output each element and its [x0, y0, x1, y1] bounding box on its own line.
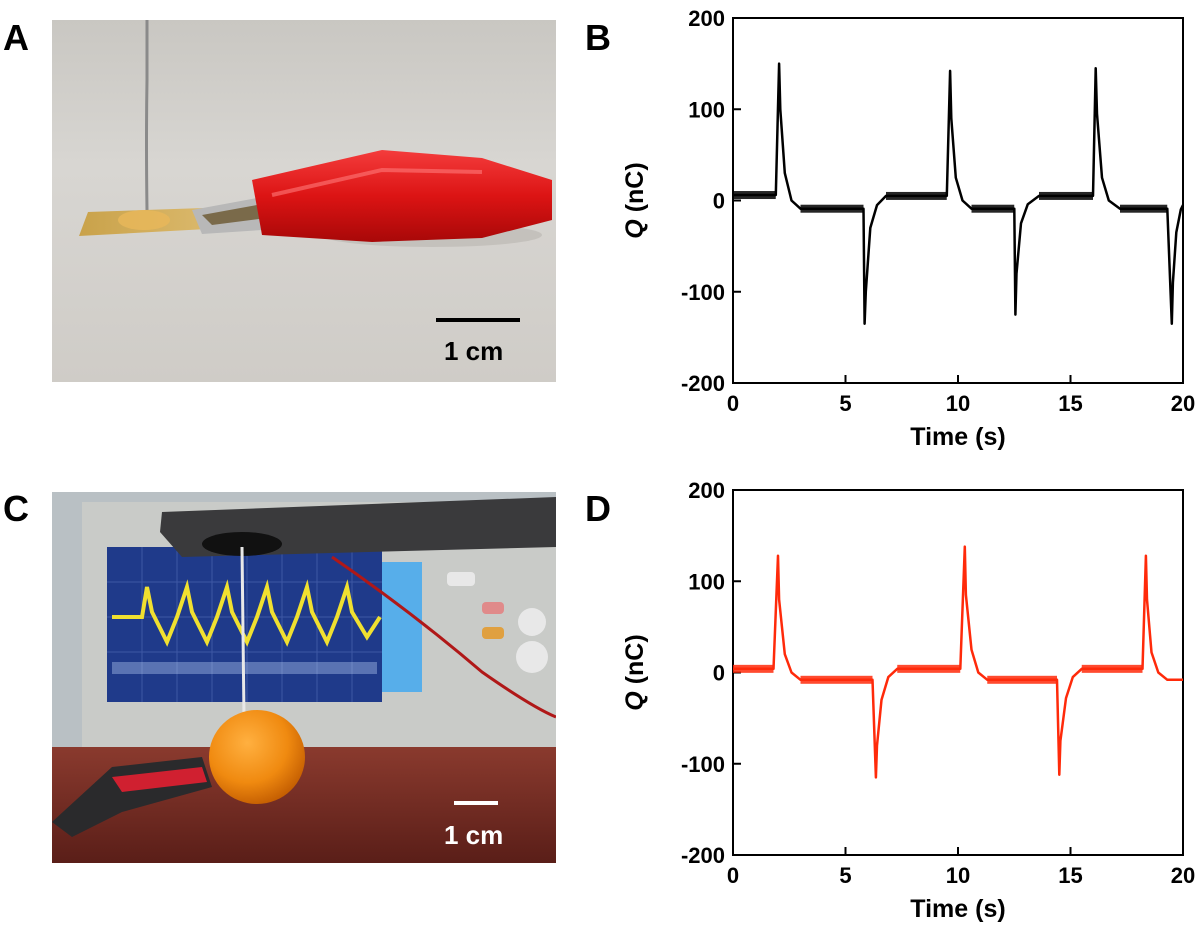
scale-label-c: 1 cm: [444, 820, 503, 850]
y-tick-label: 0: [713, 189, 725, 214]
y-tick-label: -100: [681, 752, 725, 777]
panel-label-d: D: [585, 488, 611, 529]
x-tick-label: 10: [946, 391, 970, 416]
x-tick-label: 15: [1058, 391, 1082, 416]
chart-b: 0 5 10 15 20 200 100 0 -100 -200 Time (s) Q (nC): [621, 6, 1195, 451]
x-tick-label: 20: [1171, 391, 1195, 416]
photo-orange-oscilloscope: 1 cm: [52, 492, 556, 863]
y-tick-label: 100: [688, 97, 725, 122]
y-axis-title: Q (nC): [621, 162, 649, 238]
y-tick-label: 100: [688, 569, 725, 594]
x-tick-label: 0: [727, 391, 739, 416]
plot-frame: [732, 17, 1184, 384]
y-tick-label: 200: [688, 478, 725, 503]
x-tick-label: 10: [946, 863, 970, 888]
series-noise: [733, 664, 1143, 684]
panel-label-c: C: [3, 488, 29, 529]
y-tick-label: -100: [681, 280, 725, 305]
y-axis-title-unit: (nC): [621, 634, 649, 691]
y-tick-label: -200: [681, 371, 725, 396]
x-tick-label: 5: [839, 863, 851, 888]
x-tick-label: 5: [839, 391, 851, 416]
x-axis-title: Time (s): [910, 423, 1005, 451]
series-noise: [733, 191, 1168, 213]
y-axis-title: Q (nC): [621, 634, 649, 710]
chart-d: 0 5 10 15 20 200 100 0 -100 -200 Time (s) Q (nC): [621, 478, 1195, 923]
scale-label-a: 1 cm: [444, 336, 503, 366]
panel-label-a: A: [3, 17, 29, 58]
y-axis-title-symbol: Q: [621, 691, 649, 711]
x-tick-label: 0: [727, 863, 739, 888]
y-tick-label: 0: [713, 661, 725, 686]
photo-device-clip: 1 cm: [52, 20, 556, 382]
y-axis-title-symbol: Q: [621, 219, 649, 239]
y-tick-label: 200: [688, 6, 725, 31]
panel-label-b: B: [585, 17, 611, 58]
y-axis-title-unit: (nC): [621, 162, 649, 219]
x-axis-title: Time (s): [910, 895, 1005, 923]
x-tick-label: 20: [1171, 863, 1195, 888]
y-tick-label: -200: [681, 843, 725, 868]
series-line: [733, 62, 1185, 325]
x-tick-label: 15: [1058, 863, 1082, 888]
series-line: [733, 545, 1183, 779]
